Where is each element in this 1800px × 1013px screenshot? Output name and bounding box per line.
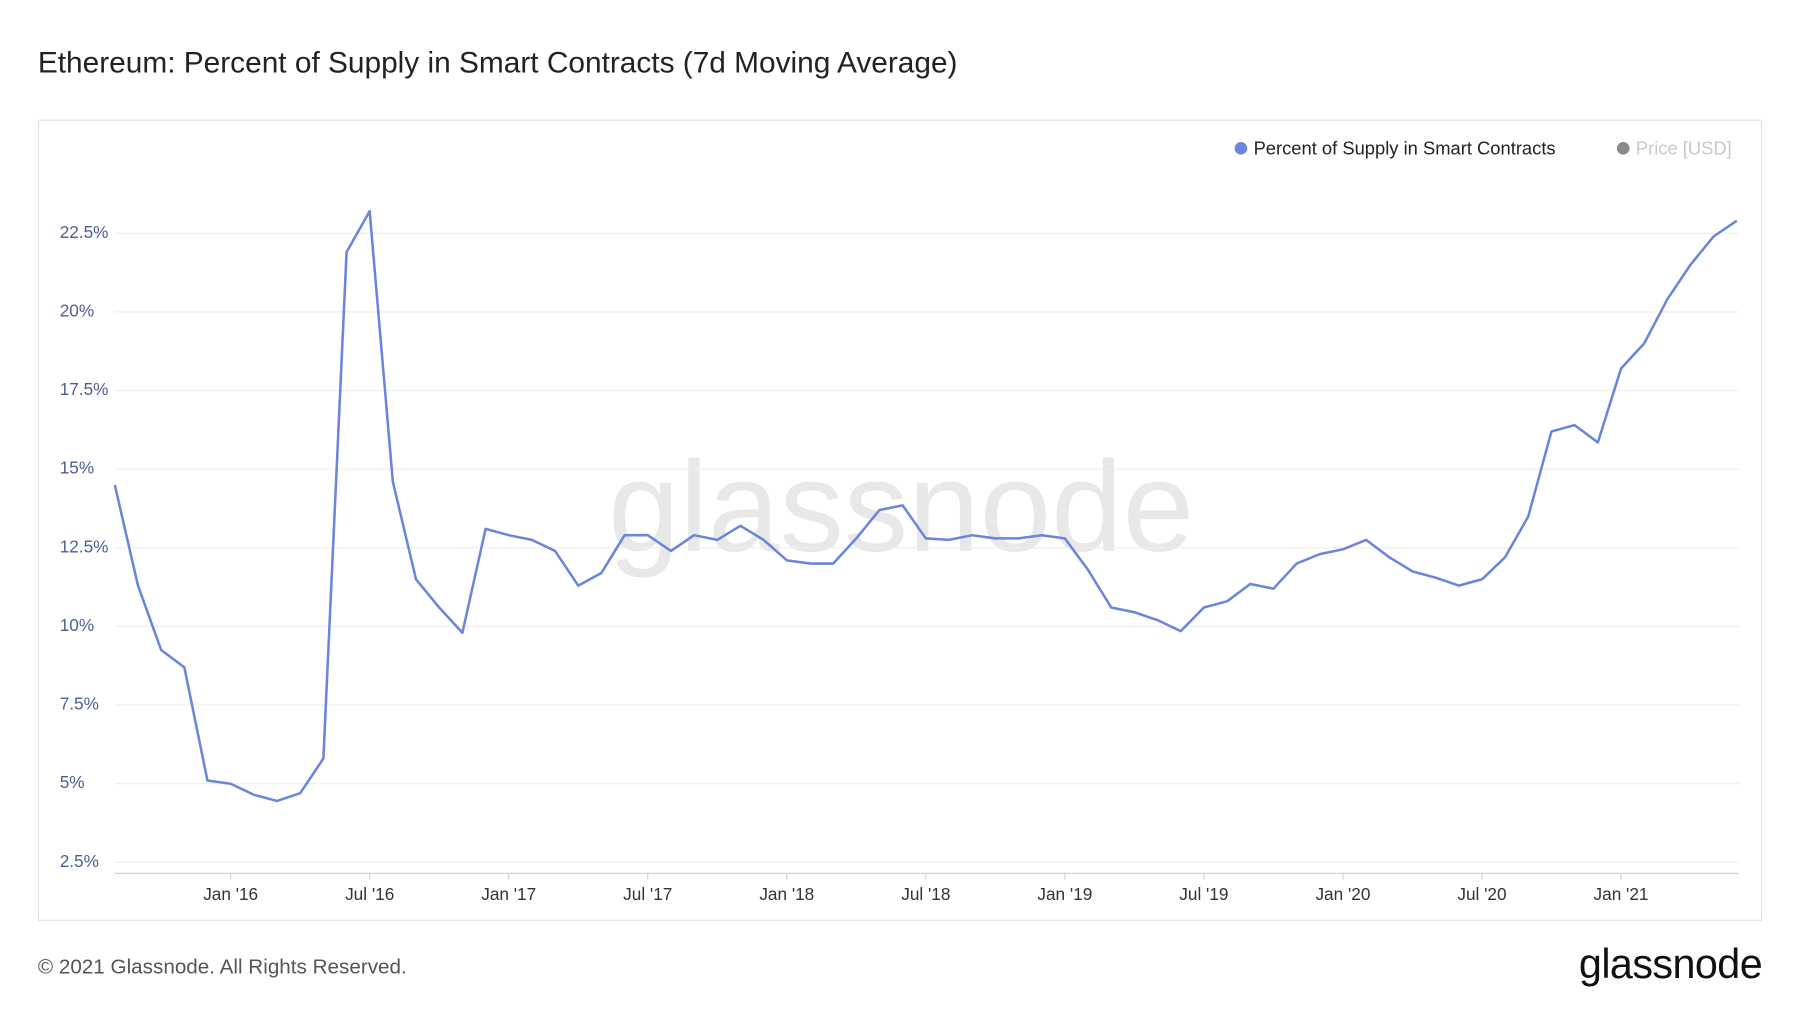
data-line — [113, 209, 1738, 803]
x-tick-label: Jan '17 — [481, 884, 536, 904]
x-tick-label: Jul '16 — [345, 884, 394, 904]
x-tick-label: Jul '18 — [901, 884, 950, 904]
x-tick-label: Jul '19 — [1179, 884, 1228, 904]
footer: © 2021 Glassnode. All Rights Reserved. — [38, 955, 407, 978]
y-tick-label: 20% — [60, 300, 94, 320]
x-tick-label: Jul '17 — [623, 884, 672, 904]
x-tick-label: Jan '19 — [1037, 884, 1092, 904]
plot-frame — [37, 119, 1763, 921]
legend-label: Percent of Supply in Smart Contracts — [1254, 137, 1556, 158]
x-tick-label: Jan '21 — [1594, 884, 1649, 904]
x-tick-label: Jan '18 — [759, 884, 814, 904]
y-tick-label: 12.5% — [60, 536, 109, 556]
legend-label: Price [USD] — [1636, 137, 1732, 158]
y-tick-label: 22.5% — [60, 222, 109, 242]
y-tick-label: 5% — [60, 772, 85, 792]
x-tick-label: Jan '16 — [203, 884, 258, 904]
y-tick-label: 2.5% — [60, 851, 99, 871]
y-tick-label: 17.5% — [60, 379, 109, 399]
x-tick-label: Jan '20 — [1315, 884, 1370, 904]
legend-marker — [1234, 142, 1248, 155]
y-tick-label: 7.5% — [60, 694, 99, 714]
watermark: glassnode — [608, 436, 1194, 579]
y-tick-label: 10% — [60, 615, 94, 635]
legend-marker — [1616, 142, 1630, 155]
y-tick-label: 15% — [60, 458, 94, 478]
x-tick-label: Jul '20 — [1457, 884, 1506, 904]
logo: glassnode — [1579, 941, 1762, 987]
chart-title: Ethereum: Percent of Supply in Smart Con… — [38, 46, 958, 79]
